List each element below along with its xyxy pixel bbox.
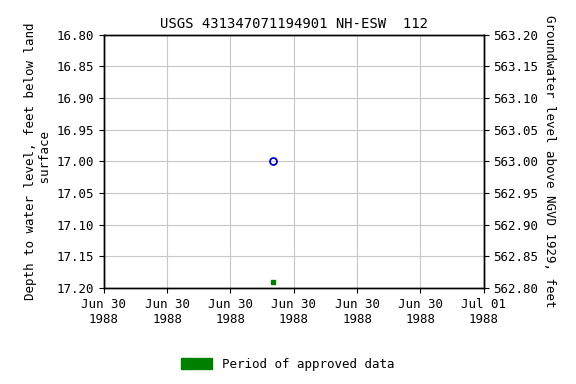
Y-axis label: Depth to water level, feet below land
 surface: Depth to water level, feet below land su… [24, 23, 52, 300]
Legend: Period of approved data: Period of approved data [176, 353, 400, 376]
Y-axis label: Groundwater level above NGVD 1929, feet: Groundwater level above NGVD 1929, feet [543, 15, 556, 308]
Title: USGS 431347071194901 NH-ESW  112: USGS 431347071194901 NH-ESW 112 [160, 17, 428, 31]
